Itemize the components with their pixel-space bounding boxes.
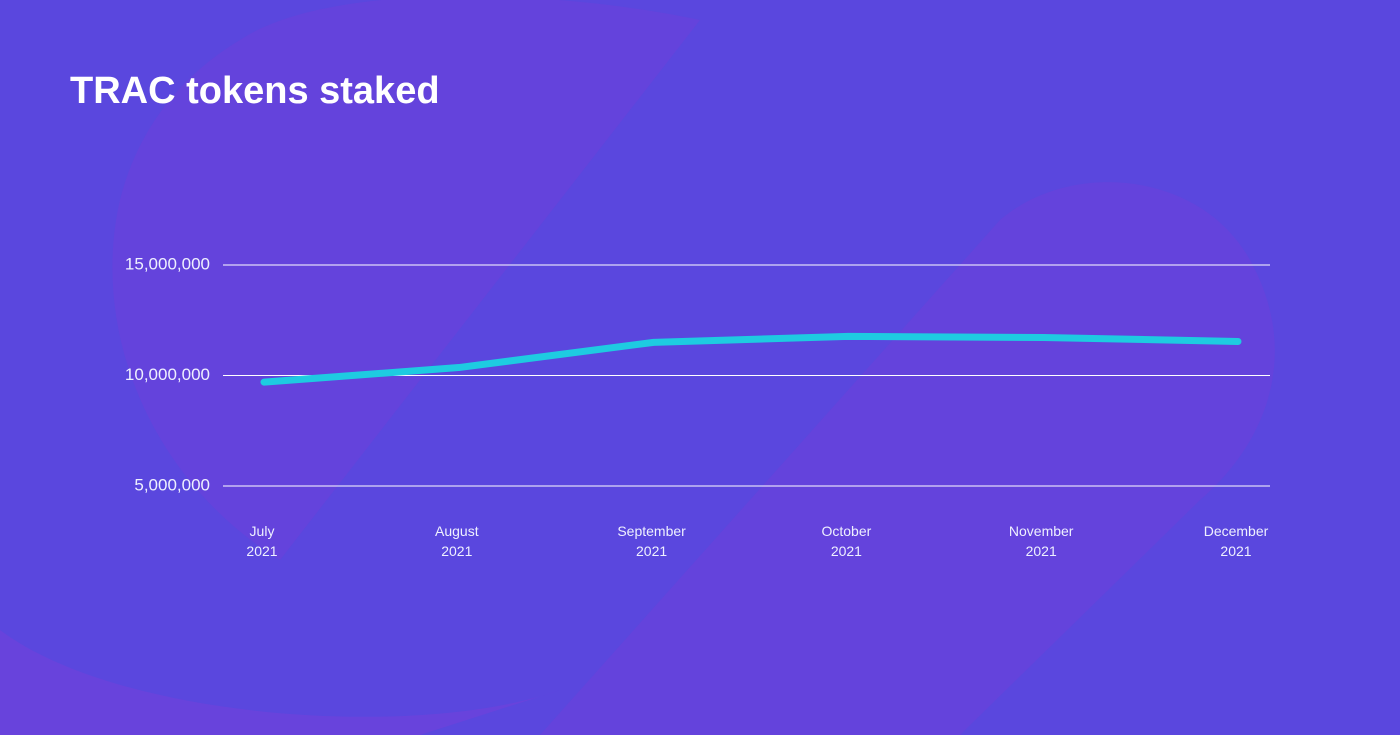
background-shape [540, 182, 1275, 735]
y-tick-label: 15,000,000 [125, 254, 210, 273]
chart-title: TRAC tokens staked [70, 70, 440, 112]
background-shape [112, 0, 700, 560]
x-tick-label: September 2021 [617, 523, 686, 559]
x-tick-label: July 2021 [246, 523, 278, 559]
x-tick-label: November 2021 [1008, 523, 1074, 559]
y-tick-label: 5,000,000 [134, 475, 210, 494]
background-shape [0, 630, 560, 735]
x-tick-label: August 2021 [435, 523, 479, 559]
data-line [260, 332, 1242, 386]
y-tick-label: 10,000,000 [125, 365, 210, 384]
x-tick-label: December 2021 [1203, 523, 1269, 559]
x-tick-label: October 2021 [821, 523, 872, 559]
